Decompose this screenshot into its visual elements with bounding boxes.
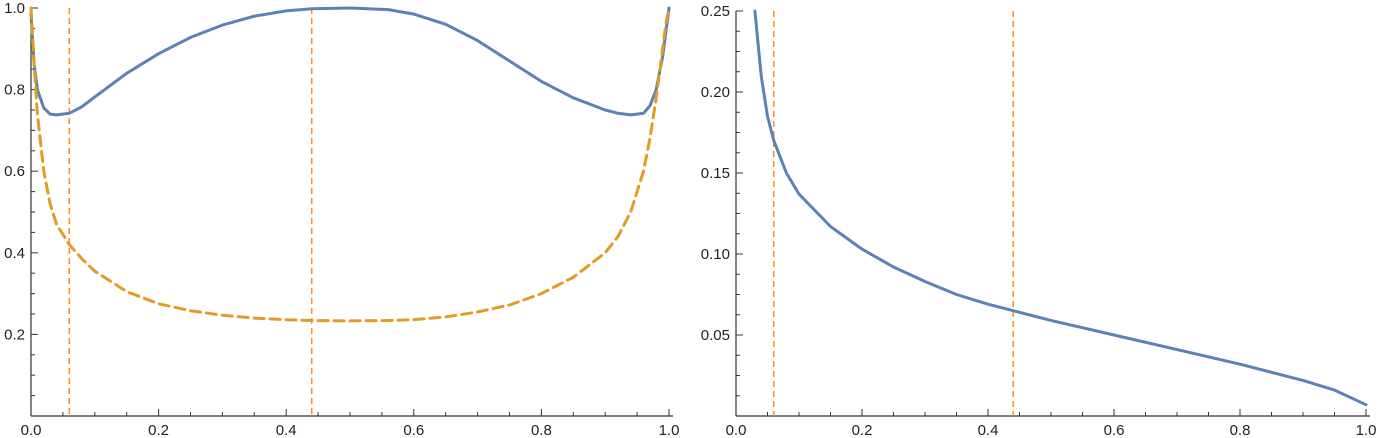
y-tick-label: 0.6 <box>4 163 25 180</box>
y-tick-label: 0.8 <box>4 82 25 99</box>
solid-series-line <box>29 6 671 117</box>
x-tick-label: 0.0 <box>21 422 42 438</box>
left-plot-panel: 0.0 0.2 0.4 0.6 0.8 1.0 0.2 0.4 0.6 0.8 1.0 <box>4 0 679 438</box>
x-tick-label: 0.2 <box>148 422 169 438</box>
y-tick-label: 0.2 <box>4 326 25 343</box>
x-tick-label: 0.6 <box>403 422 424 438</box>
x-tick-label: 0.4 <box>276 422 297 438</box>
x-tick-label: 0.8 <box>1230 422 1251 438</box>
y-tick-label: 0.20 <box>701 84 730 101</box>
y-tick-label: 1.0 <box>4 0 25 17</box>
x-tick-label: 0.6 <box>1104 422 1125 438</box>
x-tick-label: 0.8 <box>531 422 552 438</box>
x-tick-label: 0.4 <box>978 422 999 438</box>
x-tick-label: 1.0 <box>1356 422 1377 438</box>
y-tick-label: 0.05 <box>701 327 730 344</box>
x-tick-label: 0.2 <box>852 422 873 438</box>
dashed-series-line <box>29 6 671 323</box>
y-tick-label: 0.15 <box>701 165 730 182</box>
y-tick-label: 0.4 <box>4 245 25 262</box>
solid-series-line <box>753 9 1368 407</box>
y-tick-label: 0.25 <box>701 3 730 20</box>
y-tick-label: 0.10 <box>701 246 730 263</box>
x-tick-label: 1.0 <box>659 422 680 438</box>
x-tick-label: 0.0 <box>726 422 747 438</box>
right-plot-panel: 0.0 0.2 0.4 0.6 0.8 1.0 0.05 0.10 0.15 0.20 0.25 <box>701 3 1377 438</box>
